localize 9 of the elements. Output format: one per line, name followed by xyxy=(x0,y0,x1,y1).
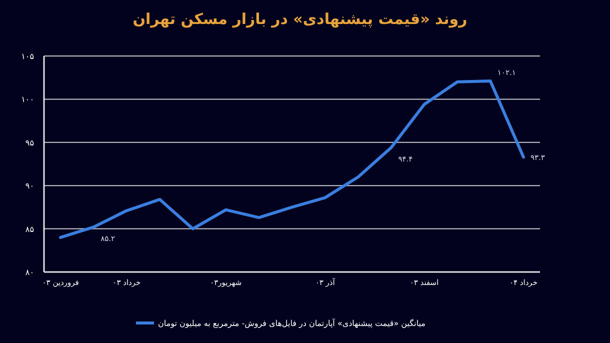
y-tick-label: ۸۰ xyxy=(25,268,34,277)
line-series xyxy=(59,80,525,239)
y-tick-label: ۱۰۰ xyxy=(21,95,34,104)
y-tick-label: ۸۵ xyxy=(25,224,34,234)
chart-title: روند «قیمت پیشنهادی» در بازار مسکن تهران xyxy=(132,10,468,28)
y-tick-label: ۹۰ xyxy=(25,182,34,191)
y-tick-label: ۱۰۵ xyxy=(21,52,34,61)
legend-label: میانگین «قیمت پیشنهادی» آپارتمان در فایل‌های فروش- مترمربع به میلیون تومان xyxy=(158,318,426,328)
y-tick-label: ۹۵ xyxy=(25,138,34,148)
